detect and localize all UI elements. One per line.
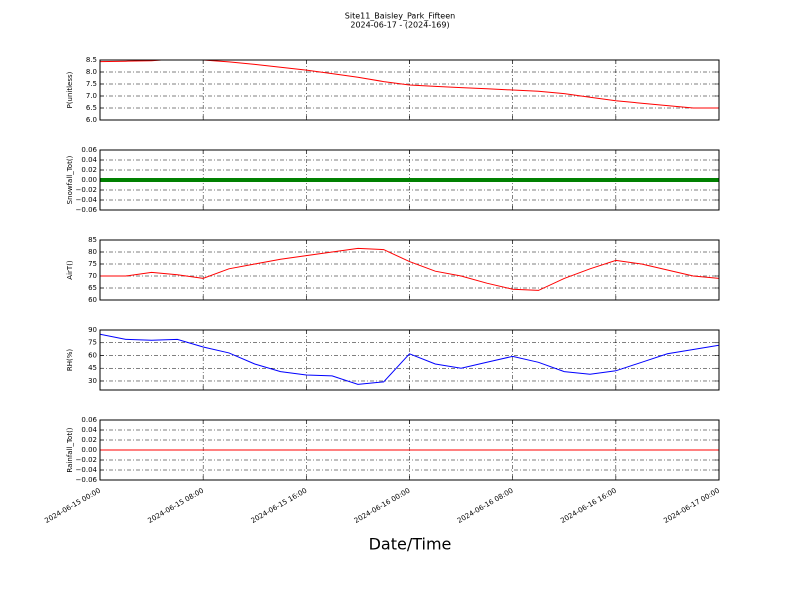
y-tick-label: 60 bbox=[88, 351, 97, 359]
y-tick-label: 0.00 bbox=[81, 446, 97, 454]
x-tick-label: 2024-06-16 00:00 bbox=[353, 487, 412, 525]
y-tick-label: 6.0 bbox=[86, 116, 97, 124]
y-tick-label: 0.06 bbox=[81, 146, 97, 154]
plot-frame bbox=[99, 59, 720, 121]
x-tick-label: 2024-06-15 00:00 bbox=[43, 487, 102, 525]
data-line bbox=[100, 247, 719, 291]
y-tick-label: 7.5 bbox=[86, 80, 97, 88]
x-tick-label: 2024-06-16 08:00 bbox=[456, 487, 515, 525]
data-line bbox=[100, 333, 719, 385]
y-tick-label: 75 bbox=[88, 339, 97, 347]
plot-frame bbox=[99, 149, 720, 211]
plot-frame bbox=[99, 419, 720, 481]
figure-title: Site11_Baisley_Park_Fifteen bbox=[345, 12, 455, 21]
y-tick-label: 75 bbox=[88, 260, 97, 268]
y-tick-label: 0.00 bbox=[81, 176, 97, 184]
y-tick-label: 30 bbox=[88, 377, 97, 385]
x-tick-label: 2024-06-16 16:00 bbox=[559, 487, 618, 525]
y-tick-label: 0.04 bbox=[81, 426, 97, 434]
y-tick-label: −0.02 bbox=[76, 186, 97, 194]
x-tick-label: 2024-06-15 16:00 bbox=[250, 487, 309, 525]
y-tick-label: −0.06 bbox=[76, 206, 98, 214]
y-tick-label: −0.02 bbox=[76, 456, 97, 464]
y-tick-label: −0.04 bbox=[76, 196, 98, 204]
y-tick-label: 7.0 bbox=[86, 92, 97, 100]
y-tick-label: 45 bbox=[88, 364, 97, 372]
y-tick-label: −0.06 bbox=[76, 476, 98, 484]
y-tick-label: 65 bbox=[88, 284, 97, 292]
y-tick-label: 0.04 bbox=[81, 156, 97, 164]
plot-frame bbox=[99, 329, 720, 391]
y-tick-label: 90 bbox=[88, 326, 97, 334]
x-tick-label: 2024-06-15 08:00 bbox=[147, 487, 206, 525]
y-tick-label: 8.0 bbox=[86, 68, 97, 76]
y-tick-label: 6.5 bbox=[86, 104, 97, 112]
y-tick-label: 0.02 bbox=[81, 436, 97, 444]
y-tick-label: 85 bbox=[88, 236, 97, 244]
y-axis-label: AirT() bbox=[66, 260, 74, 280]
y-tick-label: 0.02 bbox=[81, 166, 97, 174]
plot-frame bbox=[99, 239, 720, 301]
y-axis-label: RH(%) bbox=[66, 349, 74, 372]
y-axis-label: Rainfall_Tot() bbox=[66, 427, 74, 472]
y-tick-label: 0.06 bbox=[81, 416, 97, 424]
x-tick-label: 2024-06-17 00:00 bbox=[662, 487, 721, 525]
y-tick-label: 80 bbox=[88, 248, 97, 256]
y-tick-label: 70 bbox=[88, 272, 97, 280]
y-tick-label: 60 bbox=[88, 296, 97, 304]
y-axis-label: Snowfall_Tot() bbox=[66, 155, 74, 204]
y-tick-label: −0.04 bbox=[76, 466, 98, 474]
y-axis-label: P(unitless) bbox=[66, 71, 74, 108]
x-axis-label: Date/Time bbox=[369, 535, 452, 554]
figure-subtitle: 2024-06-17 - (2024-169) bbox=[350, 21, 449, 30]
data-line bbox=[100, 60, 719, 109]
y-tick-label: 8.5 bbox=[86, 56, 97, 64]
